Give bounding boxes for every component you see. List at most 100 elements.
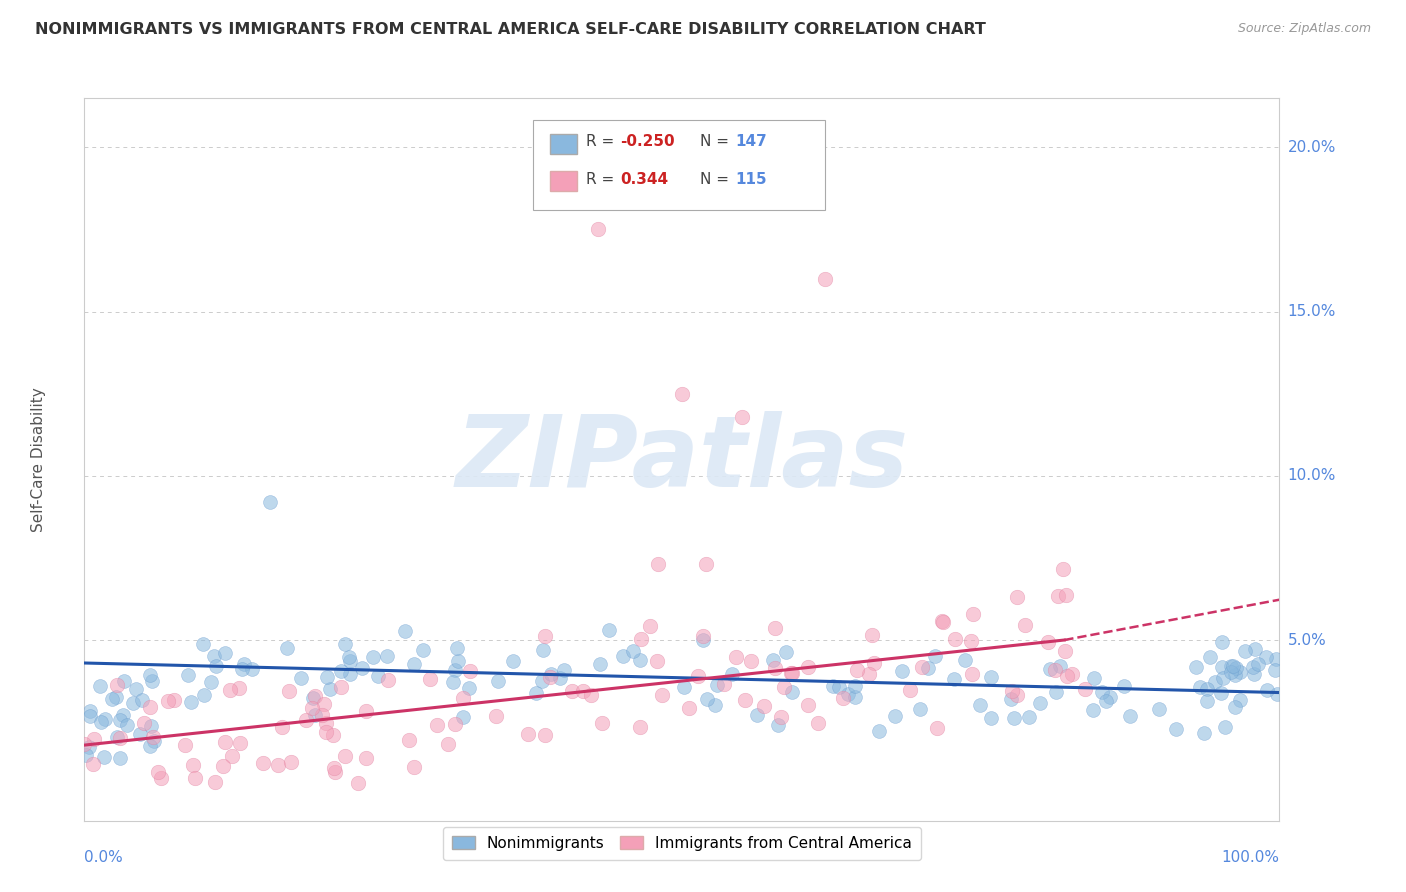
Point (538, 670, 561, 684)
Point (1223, 699, 1246, 714)
Point (139, 699, 162, 714)
Point (770, 709, 793, 723)
Point (754, 699, 776, 714)
Point (1056, 669, 1078, 683)
Point (960, 667, 983, 681)
Point (173, 738, 195, 752)
Point (200, 675, 222, 690)
Point (766, 718, 789, 732)
Point (763, 621, 786, 635)
Legend: Nonimmigrants, Immigrants from Central America: Nonimmigrants, Immigrants from Central A… (443, 827, 921, 860)
Point (706, 678, 728, 692)
Point (943, 672, 966, 686)
Point (1241, 660, 1264, 674)
Point (696, 691, 718, 706)
Point (1265, 687, 1288, 701)
Point (581, 689, 603, 703)
Point (314, 698, 336, 712)
Point (1062, 666, 1084, 681)
Point (125, 682, 148, 697)
Point (740, 654, 762, 668)
Point (138, 739, 160, 754)
Point (1189, 680, 1212, 694)
Point (75, 748, 97, 763)
Point (294, 713, 316, 727)
Point (588, 222, 610, 236)
Point (524, 686, 547, 700)
Point (304, 689, 326, 703)
Point (108, 731, 131, 745)
Point (863, 657, 886, 671)
Point (280, 755, 302, 769)
Point (228, 681, 250, 695)
Point (111, 708, 134, 723)
Point (868, 723, 890, 738)
Text: 10.0%: 10.0% (1288, 468, 1336, 483)
Point (959, 633, 981, 648)
Point (437, 737, 460, 751)
Text: 0.344: 0.344 (620, 171, 668, 186)
Point (193, 637, 215, 651)
Point (917, 661, 939, 675)
Point (319, 681, 342, 696)
Point (1225, 668, 1247, 682)
Point (148, 764, 170, 779)
Point (1211, 634, 1233, 648)
Point (598, 624, 620, 638)
Point (548, 671, 571, 685)
Point (304, 708, 326, 723)
Text: ZIPatlas: ZIPatlas (456, 411, 908, 508)
Point (531, 673, 554, 688)
Point (621, 644, 644, 658)
Point (122, 696, 145, 710)
Point (444, 663, 467, 677)
Point (1045, 684, 1067, 698)
Point (322, 728, 344, 742)
Point (221, 748, 243, 763)
Text: N =: N = (700, 171, 734, 186)
Point (132, 715, 155, 730)
Point (105, 730, 128, 744)
Point (807, 716, 830, 731)
Point (202, 648, 225, 663)
Point (1074, 682, 1097, 697)
Point (962, 607, 984, 621)
Point (229, 736, 252, 750)
Point (354, 751, 377, 765)
Point (898, 683, 921, 698)
Point (315, 725, 337, 739)
Point (1212, 671, 1234, 685)
Point (138, 667, 160, 681)
Point (1185, 660, 1208, 674)
Point (82, 757, 104, 772)
Point (83, 731, 105, 746)
Point (831, 691, 853, 706)
Point (1209, 685, 1232, 699)
Point (1114, 679, 1136, 693)
Point (1213, 720, 1236, 734)
Point (259, 495, 281, 509)
Point (302, 691, 325, 706)
Point (447, 654, 470, 668)
Point (1043, 664, 1066, 678)
Point (1099, 690, 1122, 705)
Point (1049, 658, 1071, 673)
Point (1219, 665, 1241, 679)
Point (1091, 684, 1114, 698)
Point (214, 735, 236, 749)
Point (628, 653, 651, 667)
Point (692, 630, 714, 644)
Point (150, 771, 173, 785)
Point (446, 641, 468, 656)
Point (821, 679, 844, 693)
Point (780, 665, 803, 680)
Point (502, 654, 524, 668)
Point (647, 558, 669, 572)
Point (553, 663, 575, 677)
Point (485, 709, 508, 723)
Point (589, 657, 612, 671)
Point (531, 643, 554, 657)
Point (1211, 660, 1233, 674)
Point (1222, 658, 1244, 673)
Point (1166, 722, 1188, 736)
